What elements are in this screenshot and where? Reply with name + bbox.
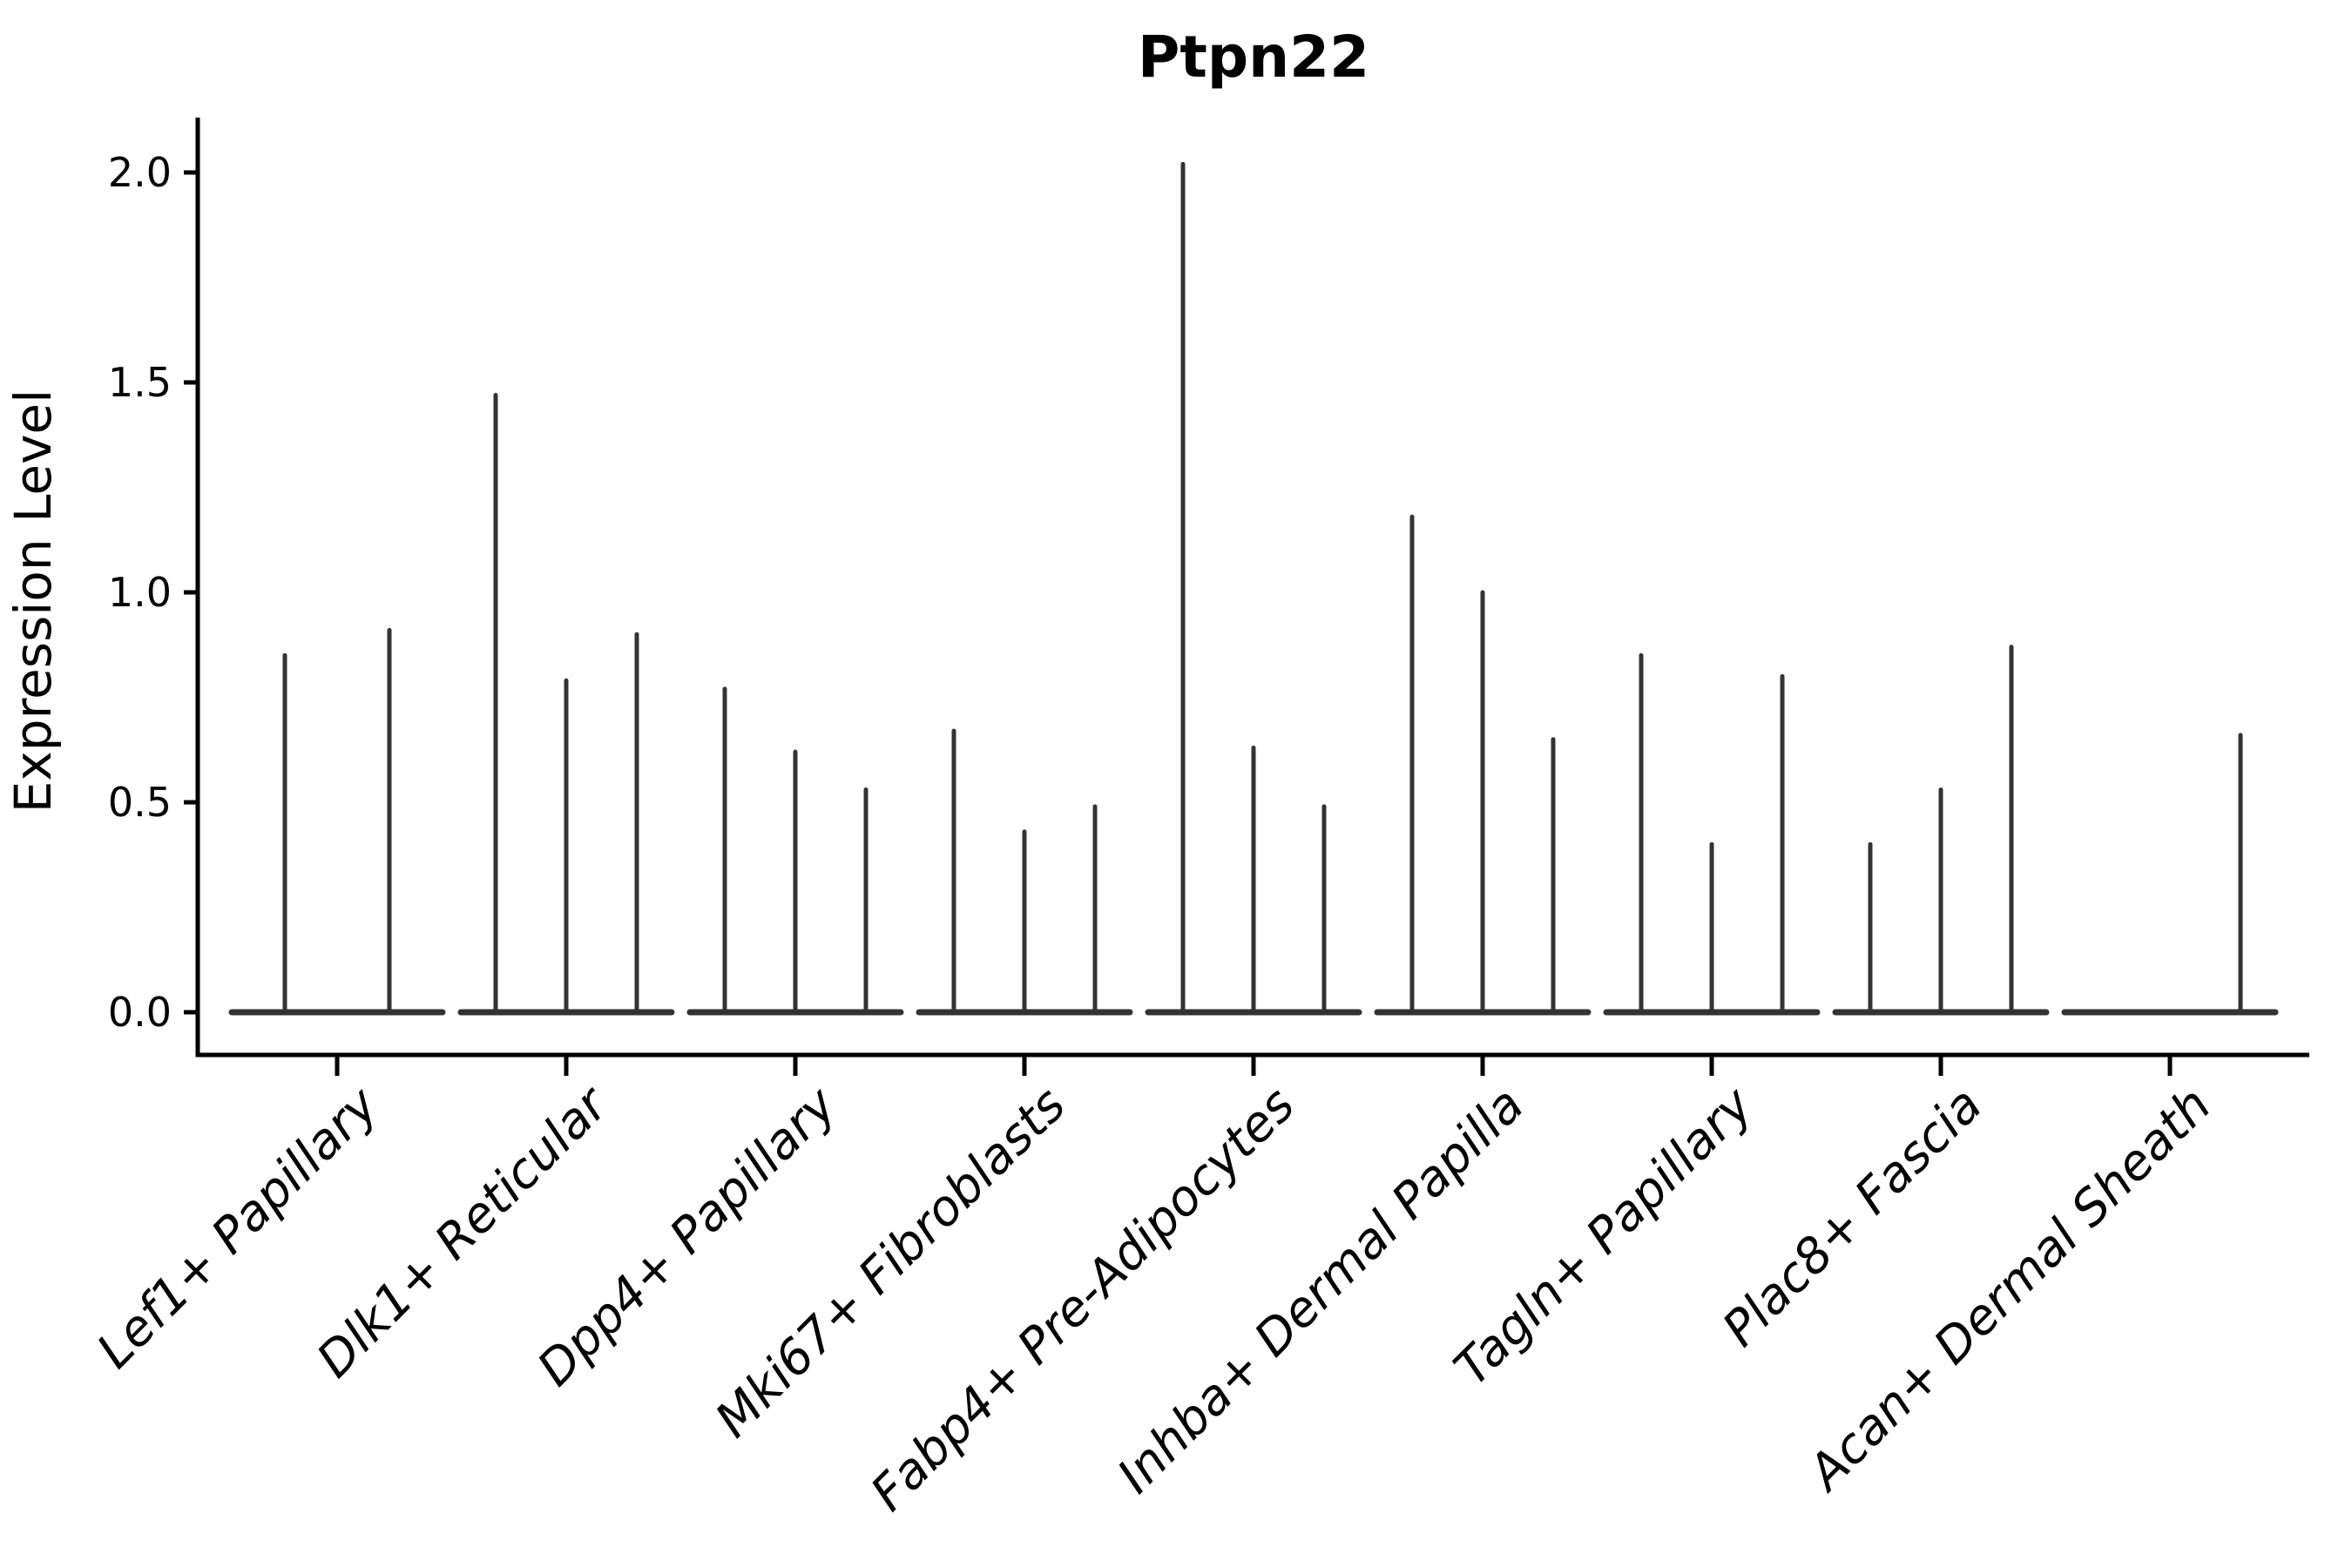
x-tick-label: Inhba+ Dermal Papilla (1107, 1077, 1535, 1504)
chart-title: Ptpn22 (1138, 24, 1369, 91)
y-axis-label: Expression Level (3, 389, 63, 813)
y-tick-label: 0.5 (108, 779, 172, 826)
y-tick-label: 0.0 (108, 989, 172, 1036)
y-tick-label: 1.0 (108, 569, 172, 616)
y-tick-label: 1.5 (108, 359, 172, 406)
x-tick-label: Fabp4+ Pre-Adipocytes (861, 1077, 1306, 1522)
y-tick-label: 2.0 (108, 149, 172, 196)
x-tick-label: Acan+ Dermal Sheath (1796, 1077, 2222, 1503)
